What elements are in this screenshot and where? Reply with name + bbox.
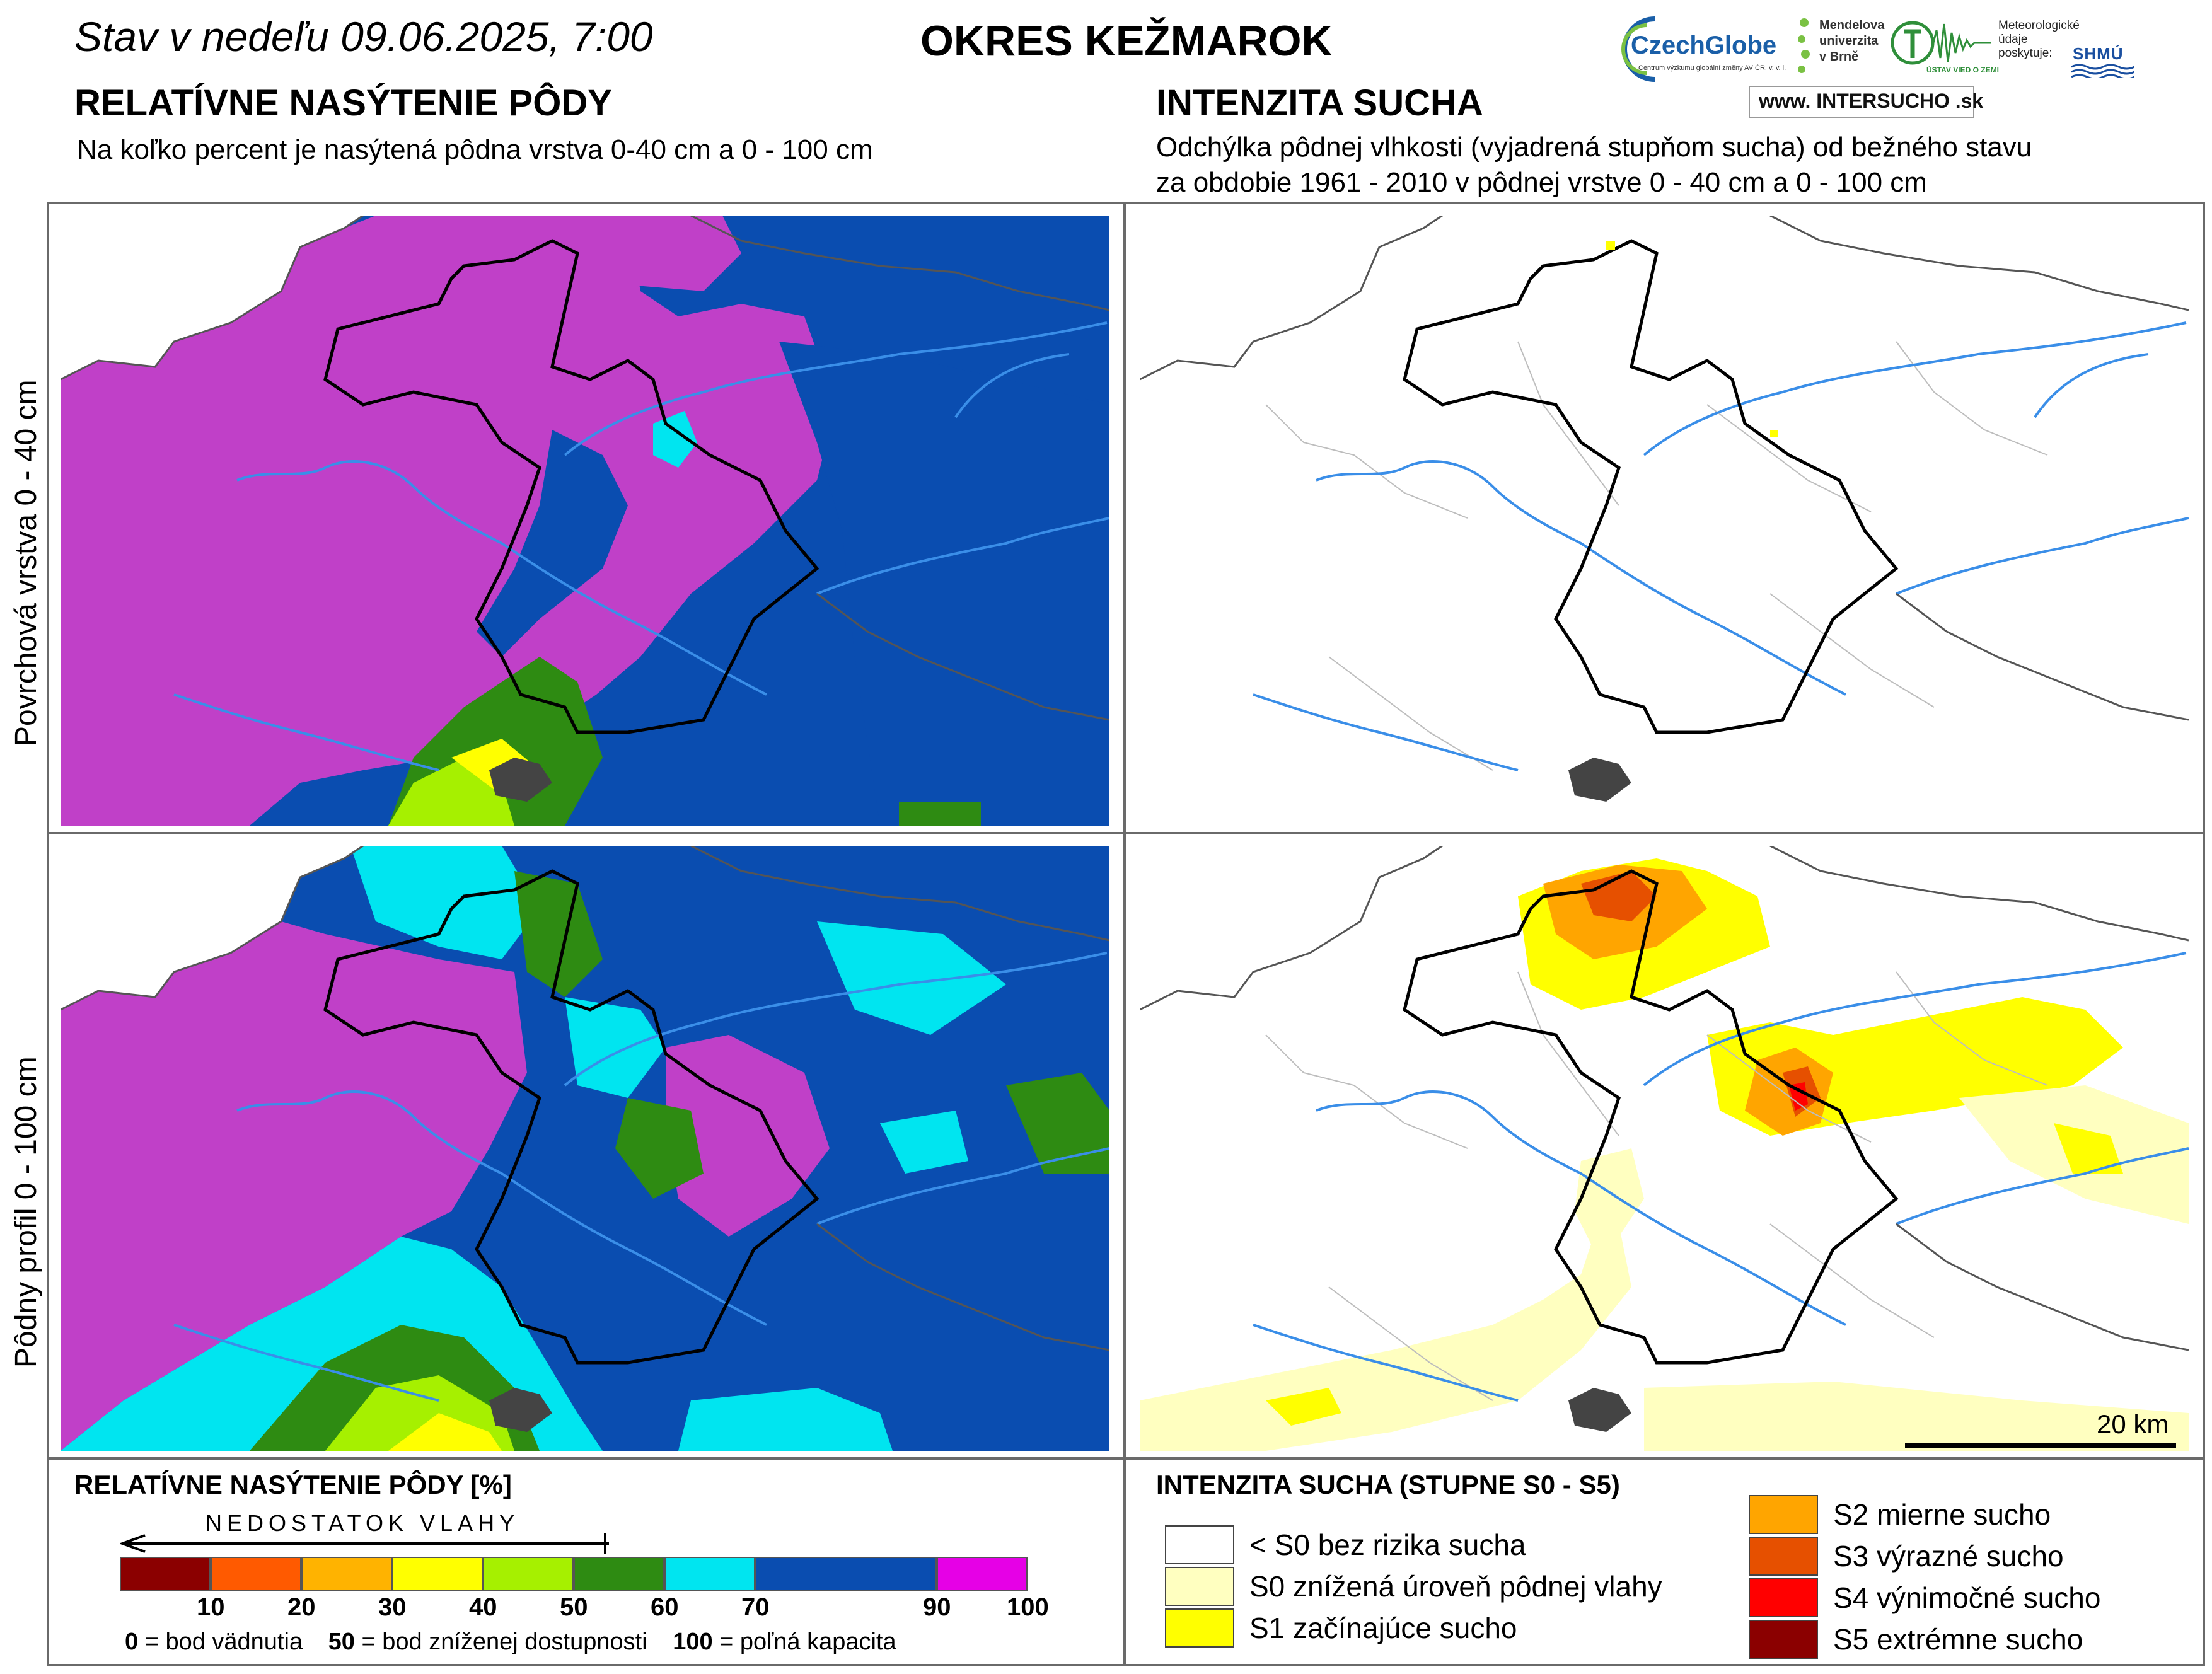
legend-note: 0 = bod vädnutia 50 = bod zníženej dostu…: [125, 1629, 896, 1656]
legend-swatch: [1749, 1578, 1818, 1617]
legend-swatch: [1165, 1608, 1234, 1648]
legend-swatch: [1165, 1525, 1234, 1564]
legend-tick-label: 40: [469, 1593, 497, 1621]
legend-color-segment: [937, 1557, 1028, 1591]
legend-swatch-label: S5 extrémne sucho: [1833, 1623, 2083, 1656]
shmu-text: SHMÚ: [2073, 44, 2124, 63]
mendelu-text: Mendelova univerzita v Brně: [1819, 18, 1885, 64]
legend-tick-label: 50: [560, 1593, 588, 1621]
legend-color-segment: [483, 1557, 574, 1591]
note-2-value: 100: [673, 1629, 713, 1655]
map-drought-profile: [1140, 846, 2189, 1451]
row-label-bottom: Pôdny profil 0 - 100 cm: [9, 1056, 43, 1368]
legend-swatch: [1165, 1567, 1234, 1606]
frame-divider-row: [47, 832, 2205, 834]
right-subheading-1: Odchýlka pôdnej vlhkosti (vyjadrená stup…: [1156, 132, 2032, 163]
note-0-text: = bod vädnutia: [138, 1629, 303, 1655]
legend-color-segment: [120, 1557, 211, 1591]
left-heading: RELATÍVNE NASÝTENIE PÔDY: [74, 83, 612, 124]
scale-bar: [1905, 1443, 2176, 1448]
legend-color-segment: [664, 1557, 755, 1591]
legend-arrow: [120, 1533, 609, 1554]
czechglobe-text: CzechGlobe: [1631, 32, 1777, 59]
meteo-logo: Meteorologické údaje poskytuje: SHMÚ: [1998, 19, 2134, 82]
legend-color-segment: [301, 1557, 392, 1591]
note-1-text: = bod zníženej dostupnosti: [354, 1629, 647, 1655]
ustav-logo: ÚSTAV VIED O ZEMI: [1891, 18, 1999, 81]
legend-swatch-label: S1 začínajúce sucho: [1249, 1612, 1517, 1644]
legend-swatch-label: S0 znížená úroveň pôdnej vlahy: [1249, 1570, 1662, 1603]
date-title: Stav v nedeľu 09.06.2025, 7:00: [74, 13, 653, 60]
legend-arrow-label: NEDOSTATOK VLAHY: [206, 1510, 520, 1536]
legend-color-segment: [755, 1557, 937, 1591]
mendelu-logo: Mendelova univerzita v Brně: [1795, 18, 1890, 87]
czechglobe-subtext: Centrum výzkumu globální změny AV ČR, v.…: [1638, 64, 1786, 72]
legend-swatch: [1749, 1495, 1818, 1534]
map-saturation-profile: [61, 846, 1109, 1451]
legend-swatch-label: < S0 bez rizika sucha: [1249, 1528, 1526, 1561]
legend-swatch-label: S2 mierne sucho: [1833, 1498, 2051, 1531]
meteo-text: Meteorologické údaje poskytuje:: [1998, 19, 2080, 60]
right-heading: INTENZITA SUCHA: [1156, 83, 1483, 124]
district-title: OKRES KEŽMAROK: [920, 17, 1333, 65]
legend-tick-label: 10: [197, 1593, 225, 1621]
legend-swatch: [1749, 1537, 1818, 1576]
legend-drought-title: INTENZITA SUCHA (STUPNE S0 - S5): [1156, 1470, 1620, 1499]
legend-tick-label: 70: [741, 1593, 770, 1621]
legend-color-segment: [392, 1557, 483, 1591]
map-saturation-topsoil: [61, 216, 1109, 826]
legend-swatch-label: S4 výnimočné sucho: [1833, 1581, 2101, 1614]
intersucho-text: www. INTERSUCHO .sk: [1759, 89, 1984, 112]
legend-tick-label: 100: [1007, 1593, 1049, 1621]
czechglobe-logo: CzechGlobe Centrum výzkumu globální změn…: [1611, 14, 1793, 83]
ustav-text: ÚSTAV VIED O ZEMI: [1926, 66, 1999, 74]
map-drought-topsoil: [1140, 216, 2189, 826]
scale-bar-label: 20 km: [2097, 1409, 2169, 1439]
row-label-top: Povrchová vrstva 0 - 40 cm: [9, 379, 43, 746]
note-2-text: = poľná kapacita: [712, 1629, 896, 1655]
legend-tick-label: 90: [923, 1593, 951, 1621]
left-subheading: Na koľko percent je nasýtená pôdna vrstv…: [77, 134, 873, 165]
frame-divider-legend: [47, 1457, 2205, 1460]
legend-saturation-title: RELATÍVNE NASÝTENIE PÔDY [%]: [74, 1470, 512, 1499]
legend-color-segment: [574, 1557, 664, 1591]
frame-divider-vertical: [1123, 202, 1126, 1666]
note-1-value: 50: [328, 1629, 355, 1655]
map-frame: [47, 202, 2205, 1666]
legend-color-segment: [211, 1557, 301, 1591]
legend-swatch-label: S3 výrazné sucho: [1833, 1540, 2064, 1573]
note-0-value: 0: [125, 1629, 139, 1655]
legend-tick-label: 60: [651, 1593, 679, 1621]
legend-swatch: [1749, 1620, 1818, 1659]
legend-tick-label: 20: [287, 1593, 316, 1621]
legend-tick-label: 30: [378, 1593, 407, 1621]
right-subheading-2: za obdobie 1961 - 2010 v pôdnej vrstve 0…: [1156, 167, 1927, 198]
intersucho-link[interactable]: www. INTERSUCHO .sk: [1749, 86, 1983, 118]
